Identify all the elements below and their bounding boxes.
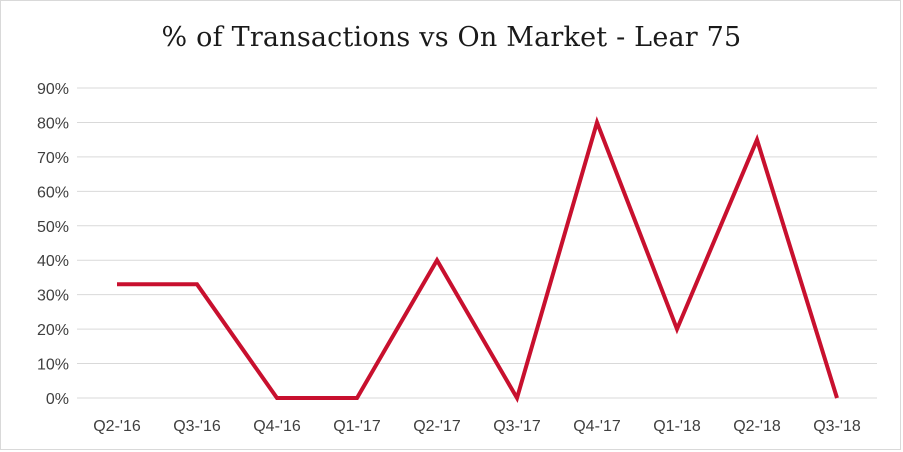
y-tick-label: 20%: [37, 322, 69, 339]
y-tick-label: 90%: [37, 81, 69, 98]
y-tick-label: 30%: [37, 288, 69, 305]
x-tick-label: Q1-'17: [333, 418, 381, 435]
y-tick-label: 10%: [37, 357, 69, 374]
x-tick-label: Q3-'18: [813, 418, 861, 435]
x-tick-label: Q4-'17: [573, 418, 621, 435]
x-tick-label: Q2-'16: [93, 418, 141, 435]
x-tick-label: Q4-'16: [253, 418, 301, 435]
y-tick-label: 60%: [37, 184, 69, 201]
x-tick-label: Q2-'17: [413, 418, 461, 435]
chart-title: % of Transactions vs On Market - Lear 75: [161, 22, 742, 53]
y-tick-label: 70%: [37, 150, 69, 167]
y-tick-label: 50%: [37, 219, 69, 236]
series-line: [117, 116, 839, 404]
x-tick-label: Q3-'17: [493, 418, 541, 435]
x-tick-label: Q3-'16: [173, 418, 221, 435]
x-tick-label: Q1-'18: [653, 418, 701, 435]
y-tick-label: 80%: [37, 115, 69, 132]
y-tick-label: 0%: [46, 391, 69, 408]
y-tick-label: 40%: [37, 253, 69, 270]
x-tick-label: Q2-'18: [733, 418, 781, 435]
